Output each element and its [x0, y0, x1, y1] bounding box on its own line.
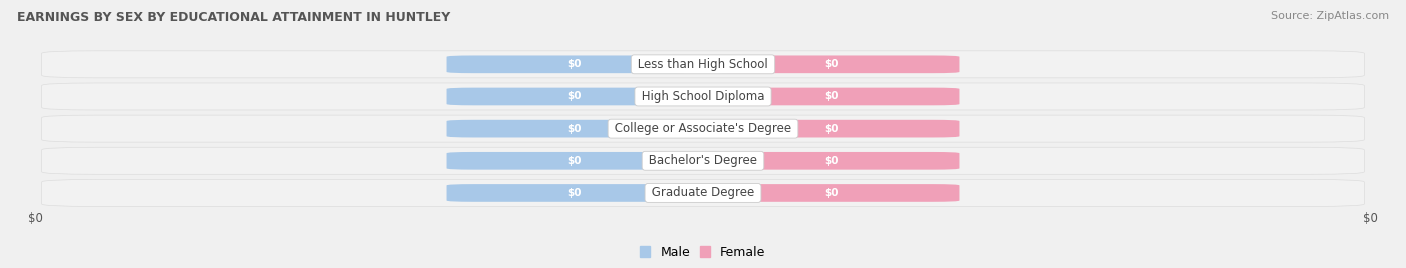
FancyBboxPatch shape [447, 55, 696, 73]
Legend: Male, Female: Male, Female [636, 241, 770, 264]
Text: $0: $0 [1362, 212, 1378, 225]
Text: Graduate Degree: Graduate Degree [648, 187, 758, 199]
Text: $0: $0 [568, 156, 582, 166]
FancyBboxPatch shape [42, 51, 1364, 78]
FancyBboxPatch shape [710, 55, 959, 73]
Text: $0: $0 [824, 156, 838, 166]
Text: Bachelor's Degree: Bachelor's Degree [645, 154, 761, 167]
Text: $0: $0 [28, 212, 44, 225]
FancyBboxPatch shape [447, 88, 696, 105]
Text: $0: $0 [824, 188, 838, 198]
FancyBboxPatch shape [42, 180, 1364, 206]
Text: $0: $0 [568, 91, 582, 102]
Text: $0: $0 [568, 124, 582, 134]
FancyBboxPatch shape [710, 88, 959, 105]
FancyBboxPatch shape [447, 184, 696, 202]
Text: College or Associate's Degree: College or Associate's Degree [612, 122, 794, 135]
Text: Less than High School: Less than High School [634, 58, 772, 71]
Text: $0: $0 [824, 91, 838, 102]
FancyBboxPatch shape [710, 184, 959, 202]
Text: Source: ZipAtlas.com: Source: ZipAtlas.com [1271, 11, 1389, 21]
Text: $0: $0 [568, 59, 582, 69]
Text: $0: $0 [824, 124, 838, 134]
Text: High School Diploma: High School Diploma [638, 90, 768, 103]
FancyBboxPatch shape [447, 120, 696, 137]
FancyBboxPatch shape [710, 120, 959, 137]
FancyBboxPatch shape [710, 152, 959, 170]
FancyBboxPatch shape [42, 147, 1364, 174]
Text: $0: $0 [568, 188, 582, 198]
Text: EARNINGS BY SEX BY EDUCATIONAL ATTAINMENT IN HUNTLEY: EARNINGS BY SEX BY EDUCATIONAL ATTAINMEN… [17, 11, 450, 24]
FancyBboxPatch shape [447, 152, 696, 170]
FancyBboxPatch shape [42, 83, 1364, 110]
FancyBboxPatch shape [42, 115, 1364, 142]
Text: $0: $0 [824, 59, 838, 69]
